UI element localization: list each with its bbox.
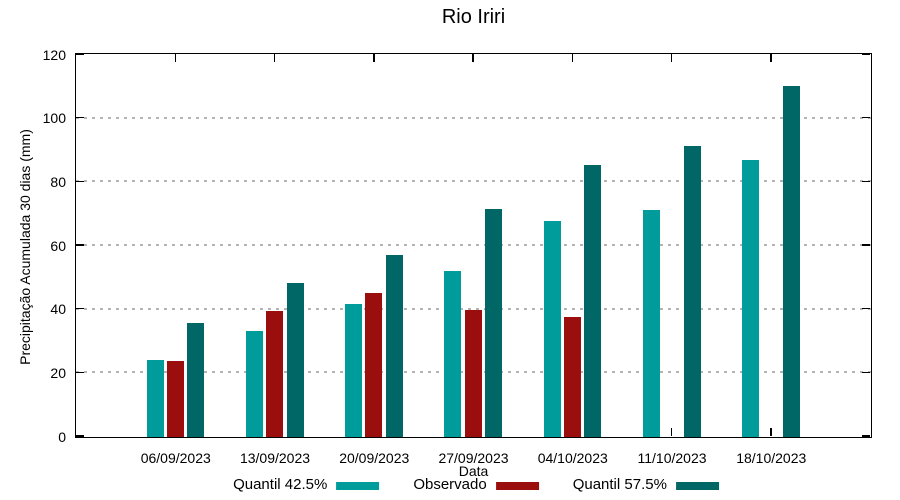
y-tick-label: 20 [50,364,66,381]
legend-label: Quantil 57.5% [572,476,667,493]
y-tick-label: 40 [50,301,66,318]
x-tick-mark [670,54,673,62]
y-tick-label: 60 [50,237,66,254]
bar-quantil-57.5- [683,146,701,437]
x-tick-label: 04/10/2023 [537,450,608,466]
y-tick-mark [76,180,84,183]
bar-quantil-42.5- [742,160,760,437]
bar-observado [464,309,482,437]
bar-quantil-57.5- [187,322,205,437]
x-tick-mark [770,54,772,62]
bar-quantil-57.5- [584,164,602,437]
y-tick-label: 100 [42,110,66,127]
legend-entry: Observado [413,476,539,493]
bar-observado [563,316,581,437]
x-tick-mark [472,54,474,62]
legend-entry: Quantil 42.5% [233,476,380,493]
y-tick-mark [862,244,870,246]
bar-observado [166,360,184,437]
legend-label: Observado [413,476,487,493]
legend-entry: Quantil 57.5% [573,476,719,493]
legend-swatch [675,481,719,490]
bar-quantil-42.5- [345,303,363,437]
x-tick-mark [770,428,772,436]
y-tick-mark [76,435,84,437]
gridline [76,244,871,246]
y-tick-mark [76,116,84,119]
y-tick-mark [862,116,870,119]
x-tick-label: 06/09/2023 [140,450,211,466]
y-tick-label: 0 [58,428,66,445]
bar-quantil-42.5- [146,359,164,437]
y-tick-label: 120 [42,46,66,63]
y-tick-mark [862,371,870,374]
y-tick-mark [76,371,84,374]
x-tick-mark [174,54,176,62]
x-tick-label: 13/09/2023 [239,450,311,466]
x-tick-label: 11/10/2023 [637,450,707,466]
x-axis-title: Data [458,463,489,479]
gridline [76,116,871,119]
bar-quantil-57.5- [485,209,502,437]
gridline [76,180,871,183]
gridline [76,307,871,310]
bar-quantil-57.5- [385,254,403,437]
legend-label: Quantil 42.5% [233,476,328,493]
bar-quantil-57.5- [286,282,304,437]
y-tick-mark [862,435,870,437]
y-tick-mark [76,307,84,310]
x-tick-mark [670,428,673,436]
x-tick-label: 27/09/2023 [438,450,509,466]
y-tick-mark [76,244,84,246]
bar-observado [266,310,284,437]
y-tick-label: 80 [50,173,66,190]
bar-quantil-57.5- [782,85,800,437]
y-tick-mark [862,307,870,310]
chart-title: Rio Iriri [441,6,506,28]
x-tick-label: 18/10/2023 [736,450,807,466]
legend-swatch [336,481,380,490]
legend: Quantil 42.5% Observado Quantil 57.5% [233,476,719,493]
x-tick-mark [571,54,573,62]
bar-quantil-42.5- [444,270,462,437]
y-tick-mark [862,53,870,55]
bar-observado [365,293,383,437]
bar-quantil-42.5- [543,220,561,437]
legend-swatch [495,481,539,490]
bar-quantil-42.5- [642,210,660,437]
bar-quantil-42.5- [245,330,263,437]
x-tick-label: 20/09/2023 [339,450,410,466]
y-tick-mark [76,53,84,55]
x-tick-mark [273,54,276,62]
x-tick-mark [373,54,375,62]
y-tick-mark [862,180,870,183]
plot-area [75,53,872,438]
